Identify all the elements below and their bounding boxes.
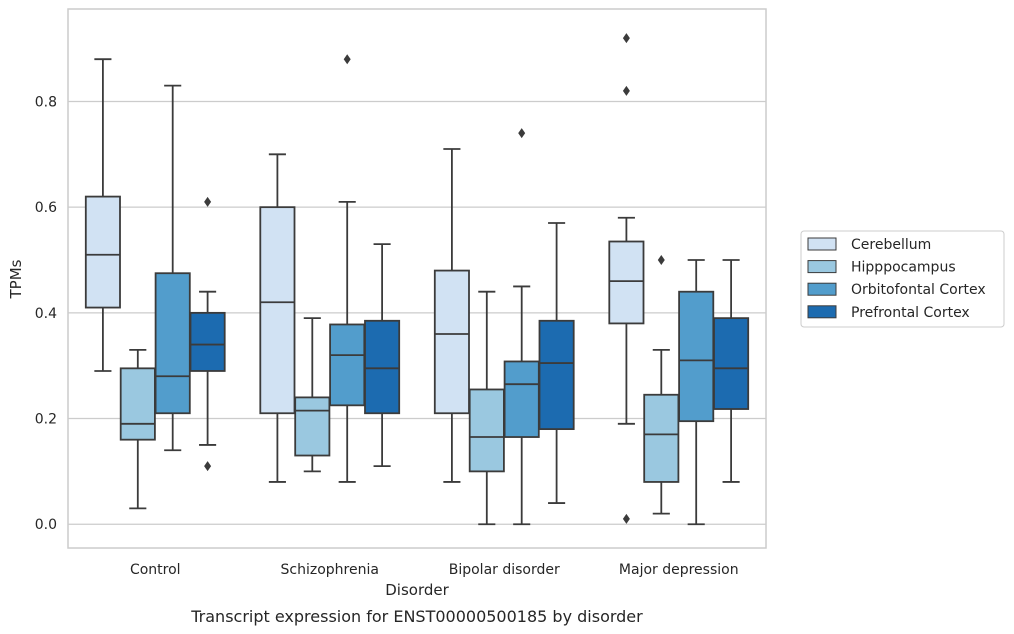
y-tick-label: 0.4 <box>35 306 57 322</box>
legend-label: Hipppocampus <box>851 260 956 276</box>
legend: Cerebellum Hipppocampus Orbitofontal Corte… <box>800 230 1005 328</box>
box-body <box>468 388 505 473</box>
outlier-point <box>204 461 212 472</box>
box-3-2 <box>538 222 575 504</box>
x-tick-label: Schizophrenia <box>281 562 379 578</box>
box-1-3 <box>643 255 680 515</box>
box-body <box>503 360 540 438</box>
y-tick-label: 0.2 <box>35 412 57 428</box>
legend-swatch <box>807 237 837 251</box>
box-0-1 <box>259 153 296 483</box>
box-body <box>713 317 750 410</box>
y-axis-label: TPMs <box>7 259 25 299</box>
box-2-2 <box>503 128 540 526</box>
x-tick-label: Bipolar disorder <box>449 562 560 578</box>
box-body <box>433 269 470 415</box>
outlier-point <box>343 54 351 65</box>
box-2-0 <box>154 84 191 452</box>
legend-label: Orbitofontal Cortex <box>851 282 986 298</box>
box-3-1 <box>364 243 401 467</box>
outlier-point <box>622 513 630 524</box>
box-body <box>364 319 401 415</box>
x-tick-labels: Control Schizophrenia Bipolar disorder Majo… <box>130 562 739 578</box>
x-tick-label: Control <box>130 562 181 578</box>
y-tick-label: 0.0 <box>35 517 57 533</box>
box-3-0 <box>189 196 226 472</box>
y-tick-labels: 0.0 0.2 0.4 0.6 0.8 <box>35 94 57 533</box>
legend-swatch <box>807 260 837 274</box>
box-body <box>643 393 680 483</box>
box-body <box>189 311 226 372</box>
outlier-point <box>518 128 526 139</box>
legend-label: Prefrontal Cortex <box>851 305 970 321</box>
box-1-0 <box>119 348 156 510</box>
box-marks <box>84 33 750 526</box>
box-body <box>678 290 715 423</box>
y-tick-label: 0.8 <box>35 94 57 110</box>
outlier-point <box>622 33 630 44</box>
box-body <box>329 323 366 407</box>
box-body <box>259 206 296 415</box>
legend-label: Cerebellum <box>851 237 931 253</box>
outlier-point <box>657 255 665 266</box>
legend-frame <box>800 230 1005 328</box>
box-3-3 <box>713 259 750 483</box>
box-body <box>154 272 191 415</box>
outlier-point <box>622 85 630 96</box>
box-0-3 <box>608 33 645 524</box>
x-axis-label: Disorder <box>385 581 449 599</box>
box-body <box>538 319 575 431</box>
box-body <box>608 240 645 325</box>
plot-frame <box>67 8 767 549</box>
outlier-point <box>204 196 212 207</box>
chart-caption: Transcript expression for ENST0000050018… <box>190 607 643 626</box>
box-0-0 <box>84 58 121 372</box>
box-1-1 <box>294 317 331 473</box>
box-0-2 <box>433 148 470 483</box>
legend-swatch <box>807 282 837 296</box>
y-tick-label: 0.6 <box>35 200 57 216</box>
box-1-2 <box>468 290 505 526</box>
box-2-3 <box>678 259 715 526</box>
box-body <box>119 367 156 441</box>
legend-swatch <box>807 305 837 319</box>
x-tick-label: Major depression <box>619 562 739 578</box>
box-body <box>84 195 121 309</box>
box-2-1 <box>329 54 366 483</box>
box-body <box>294 396 331 457</box>
